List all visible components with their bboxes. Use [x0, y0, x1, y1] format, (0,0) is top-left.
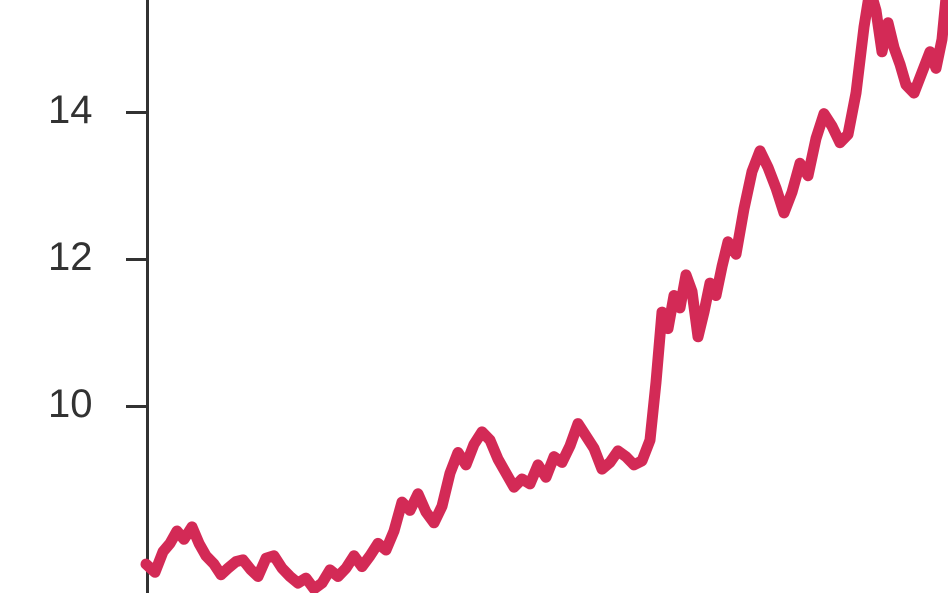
line-chart: 101214: [0, 0, 948, 593]
series-line: [146, 0, 948, 589]
chart-plot-area: [0, 0, 948, 593]
